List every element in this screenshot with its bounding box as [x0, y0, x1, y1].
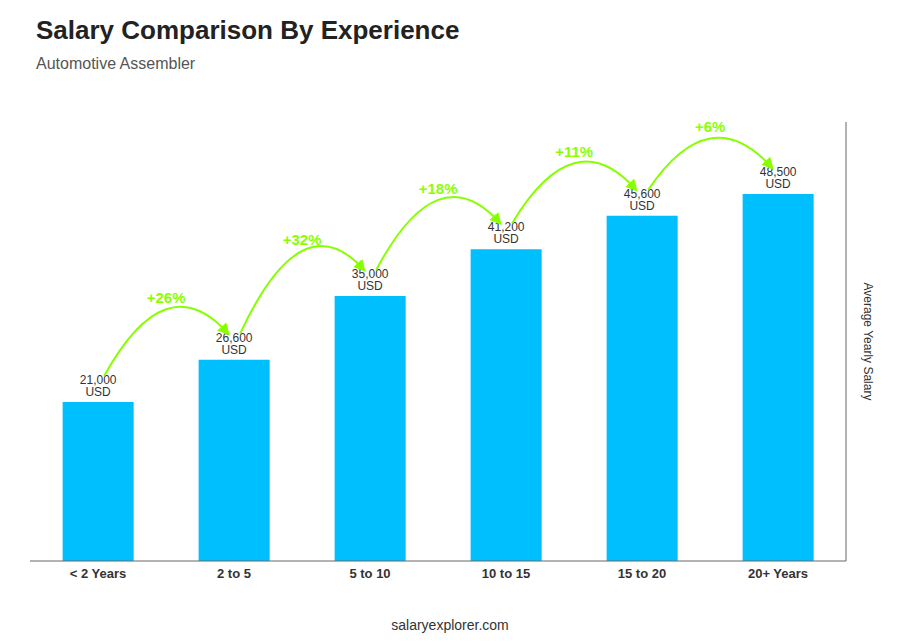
svg-text:2 to 5: 2 to 5	[217, 566, 251, 581]
svg-text:+26%: +26%	[147, 289, 186, 306]
svg-text:35,000USD: 35,000USD	[352, 267, 389, 293]
svg-text:+32%: +32%	[283, 231, 322, 248]
svg-text:+18%: +18%	[419, 180, 458, 197]
svg-text:Average Yearly Salary: Average Yearly Salary	[861, 283, 875, 401]
html-text:Automotive Assembler: Automotive Assembler	[36, 55, 196, 72]
svg-text:20+ Years: 20+ Years	[748, 566, 808, 581]
svg-text:45,600USD: 45,600USD	[624, 187, 661, 213]
svg-text:48,500USD: 48,500USD	[760, 165, 797, 191]
html-text:Salary Comparison By Experienc: Salary Comparison By Experience	[36, 15, 460, 45]
svg-text:21,000USD: 21,000USD	[80, 373, 117, 399]
svg-text:+6%: +6%	[695, 118, 725, 135]
svg-text:26,600USD: 26,600USD	[216, 331, 253, 357]
svg-text:5 to 10: 5 to 10	[349, 566, 390, 581]
svg-text:15 to 20: 15 to 20	[618, 566, 666, 581]
svg-text:41,200USD: 41,200USD	[488, 220, 525, 246]
html-text:salaryexplorer.com: salaryexplorer.com	[391, 617, 509, 633]
svg-text:< 2 Years: < 2 Years	[70, 566, 127, 581]
svg-text:+11%: +11%	[555, 143, 593, 160]
svg-text:10 to 15: 10 to 15	[482, 566, 530, 581]
